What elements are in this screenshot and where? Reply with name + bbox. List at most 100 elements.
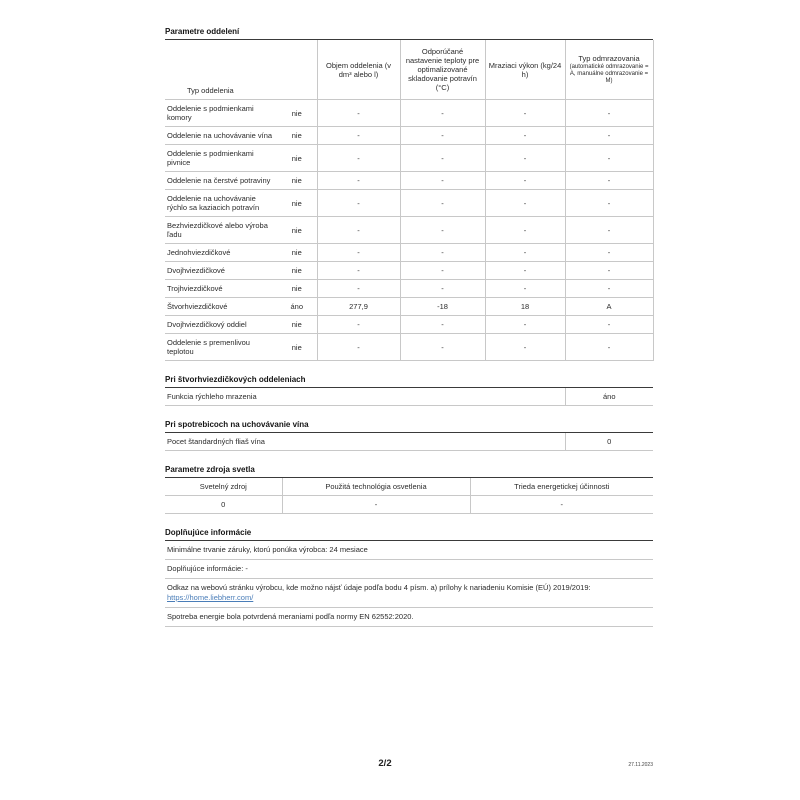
compartment-present: nie: [277, 333, 318, 361]
warranty-row: Minimálne trvanie záruky, ktorú ponúka v…: [165, 541, 653, 560]
compartment-freezing: -: [484, 171, 566, 190]
compartment-volume: -: [316, 126, 401, 145]
compartment-present: nie: [277, 315, 318, 334]
energy-note-row: Spotreba energie bola potvrdená meraniam…: [165, 608, 653, 627]
compartment-present: nie: [277, 261, 318, 280]
compartment-present: nie: [277, 189, 318, 217]
table-header-row: Svetelný zdroj Použitá technológia osvet…: [165, 478, 653, 496]
compartment-type: Oddelenie s premenlivou teplotou: [165, 333, 277, 361]
compartment-temp: -: [399, 189, 486, 217]
compartment-freezing: -: [484, 243, 566, 262]
compartment-freezing: -: [484, 126, 566, 145]
light-technology-value: -: [281, 495, 470, 514]
compartment-type: Oddelenie na uchovávanie vína: [165, 126, 277, 145]
compartment-type: Jednohviezdičkové: [165, 243, 277, 262]
table-row: Pocet štandardných fliaš vína 0: [165, 433, 653, 451]
compartment-defrost: -: [564, 279, 654, 298]
compartment-type: Trojhviezdičkové: [165, 279, 277, 298]
compartment-type: Bezhviezdičkové alebo výroba ľadu: [165, 216, 277, 244]
col-header-volume: Objem oddelenia (v dm³ alebo l): [316, 40, 401, 100]
compartment-temp: -: [399, 99, 486, 127]
table-row: Oddelenie na uchovávanie vína nie - - - …: [165, 126, 654, 145]
section-title-wine: Pri spotrebicoch na uchovávanie vína: [165, 420, 653, 433]
compartment-temp: -: [399, 216, 486, 244]
compartment-temp: -: [399, 315, 486, 334]
wine-bottles-value: 0: [564, 433, 653, 451]
compartment-volume: -: [316, 315, 401, 334]
manufacturer-link-row: Odkaz na webovú stránku výrobcu, kde mož…: [165, 579, 653, 608]
compartment-defrost: A: [564, 297, 654, 316]
compartment-volume: -: [316, 99, 401, 127]
col-header-temperature: Odporúčané nastavenie teploty pre optima…: [399, 40, 486, 100]
manufacturer-link[interactable]: https://home.liebherr.com/: [167, 593, 254, 602]
compartment-defrost: -: [564, 261, 654, 280]
table-row: Oddelenie s premenlivou teplotou nie - -…: [165, 333, 654, 361]
compartment-freezing: -: [484, 99, 566, 127]
compartment-defrost: -: [564, 126, 654, 145]
compartment-freezing: -: [484, 216, 566, 244]
compartment-temp: -: [399, 261, 486, 280]
compartment-present: nie: [277, 126, 318, 145]
col-header-type: Typ oddelenia: [165, 40, 318, 100]
compartment-defrost: -: [564, 171, 654, 190]
extra-info-row: Doplňujúce informácie: -: [165, 560, 653, 579]
compartment-volume: -: [316, 189, 401, 217]
compartment-freezing: -: [484, 333, 566, 361]
compartment-freezing: -: [484, 261, 566, 280]
light-source-table: Svetelný zdroj Použitá technológia osvet…: [165, 478, 653, 514]
compartment-present: áno: [277, 297, 318, 316]
col-header-freezing-capacity: Mraziaci výkon (kg/24 h): [484, 40, 566, 100]
compartment-defrost: -: [564, 333, 654, 361]
table-row: Oddelenie s podmienkami pivnice nie - - …: [165, 144, 654, 172]
compartment-temp: -: [399, 333, 486, 361]
table-row: Trojhviezdičkové nie - - - -: [165, 279, 654, 298]
four-star-table: Funkcia rýchleho mrazenia áno: [165, 388, 653, 406]
compartment-defrost: -: [564, 99, 654, 127]
section-title-additional: Doplňujúce informácie: [165, 528, 653, 541]
compartment-temp: -: [399, 171, 486, 190]
table-row: Oddelenie na čerstvé potraviny nie - - -…: [165, 171, 654, 190]
table-row: 0 - -: [165, 495, 653, 514]
compartment-type: Štvorhviezdičkové: [165, 297, 277, 316]
compartment-volume: -: [316, 171, 401, 190]
compartment-present: nie: [277, 243, 318, 262]
compartment-temp: -: [399, 144, 486, 172]
compartment-present: nie: [277, 99, 318, 127]
light-col-source: Svetelný zdroj: [165, 478, 282, 496]
table-row: Dvojhviezdičkový oddiel nie - - - -: [165, 315, 654, 334]
fast-freeze-value: áno: [564, 388, 653, 406]
compartment-volume: -: [316, 243, 401, 262]
compartment-type: Oddelenie na čerstvé potraviny: [165, 171, 277, 190]
compartment-temp: -18: [399, 297, 486, 316]
compartment-type: Oddelenie s podmienkami komory: [165, 99, 277, 127]
compartment-volume: -: [316, 279, 401, 298]
footer-date: 27.11.2023: [628, 762, 653, 768]
compartment-defrost: -: [564, 189, 654, 217]
compartment-present: nie: [277, 171, 318, 190]
compartment-volume: -: [316, 216, 401, 244]
table-row: Jednohviezdičkové nie - - - -: [165, 243, 654, 262]
compartment-freezing: -: [484, 315, 566, 334]
table-header-row: Typ oddelenia Objem oddelenia (v dm³ ale…: [165, 40, 654, 100]
compartment-present: nie: [277, 279, 318, 298]
page-number: 2/2: [378, 758, 392, 769]
section-title-compartments: Parametre oddelení: [165, 27, 653, 40]
compartment-type: Dvojhviezdičkový oddiel: [165, 315, 277, 334]
compartment-defrost: -: [564, 144, 654, 172]
compartment-temp: -: [399, 279, 486, 298]
light-source-value: 0: [165, 495, 282, 514]
compartment-present: nie: [277, 216, 318, 244]
compartments-table: Typ oddelenia Objem oddelenia (v dm³ ale…: [165, 40, 654, 361]
compartment-freezing: 18: [484, 297, 566, 316]
compartment-type: Oddelenie s podmienkami pivnice: [165, 144, 277, 172]
section-title-light: Parametre zdroja svetla: [165, 465, 653, 478]
defrost-header-main: Typ odmrazovania: [578, 54, 640, 63]
wine-bottles-label: Pocet štandardných fliaš vína: [165, 433, 565, 451]
compartment-volume: -: [316, 333, 401, 361]
compartment-volume: 277,9: [316, 297, 401, 316]
table-row: Dvojhviezdičkové nie - - - -: [165, 261, 654, 280]
compartment-defrost: -: [564, 243, 654, 262]
wine-table: Pocet štandardných fliaš vína 0: [165, 433, 653, 451]
section-title-four-star: Pri štvorhviezdičkových oddeleniach: [165, 375, 653, 388]
light-efficiency-value: -: [469, 495, 653, 514]
